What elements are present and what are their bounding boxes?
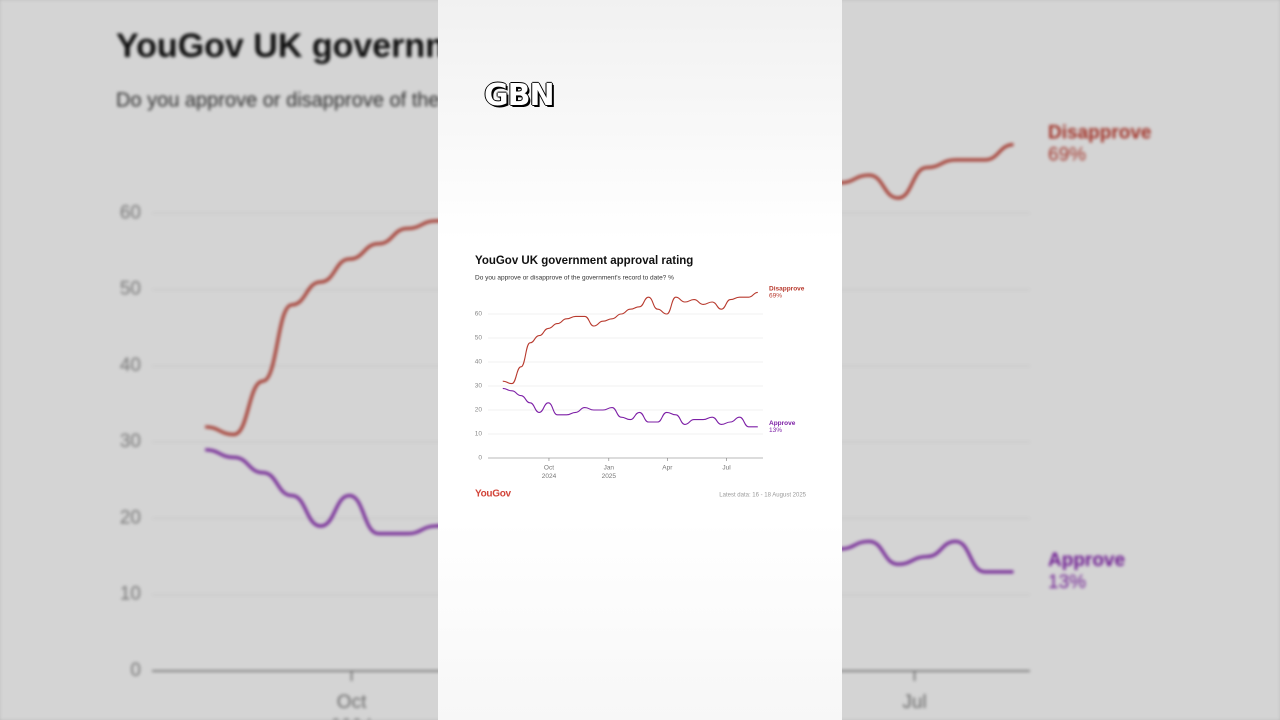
y-tick-label: 0 [130,660,141,681]
data-label: 13% [769,427,782,434]
x-tick-label: Jul [722,465,731,472]
data-label: 13% [1048,572,1086,593]
x-tick-label: Jul [902,692,926,713]
y-tick-label: 60 [120,202,141,223]
y-tick-label: 50 [475,335,483,342]
series-line [502,291,758,385]
x-tick-label: 2025 [602,473,617,480]
y-tick-label: 10 [120,584,141,605]
x-tick-label: 2024 [542,473,557,480]
x-tick-label: Jan [604,465,615,472]
source-logo: YouGov [475,489,512,500]
chart-subtitle: Do you approve or disapprove of the gove… [475,275,674,282]
series-line [502,387,758,428]
x-tick-label: Apr [662,465,673,472]
legend-label: Approve [769,420,796,427]
legend-label: Disapprove [1048,123,1151,144]
y-tick-label: 0 [478,455,482,462]
y-tick-label: 50 [120,279,141,300]
x-tick-label: 2024 [330,716,373,720]
y-tick-label: 40 [475,359,483,366]
y-tick-label: 20 [475,407,483,414]
data-label: 69% [1048,145,1086,166]
channel-logo: GBN [484,78,555,113]
y-tick-label: 30 [120,431,141,452]
chart-title: YouGov UK government approval rating [475,255,693,267]
y-tick-label: 20 [120,507,141,528]
y-tick-label: 30 [475,383,483,390]
y-tick-label: 60 [475,311,483,318]
x-tick-label: Oct [337,692,367,713]
y-tick-label: 10 [475,431,483,438]
chart-card [470,248,810,504]
data-note: Latest data: 16 - 18 August 2025 [719,493,806,499]
x-tick-label: Oct [544,465,554,472]
y-tick-label: 40 [120,355,141,376]
legend-label: Approve [1048,550,1125,571]
legend-label: Disapprove [769,286,805,293]
data-label: 69% [769,293,782,300]
